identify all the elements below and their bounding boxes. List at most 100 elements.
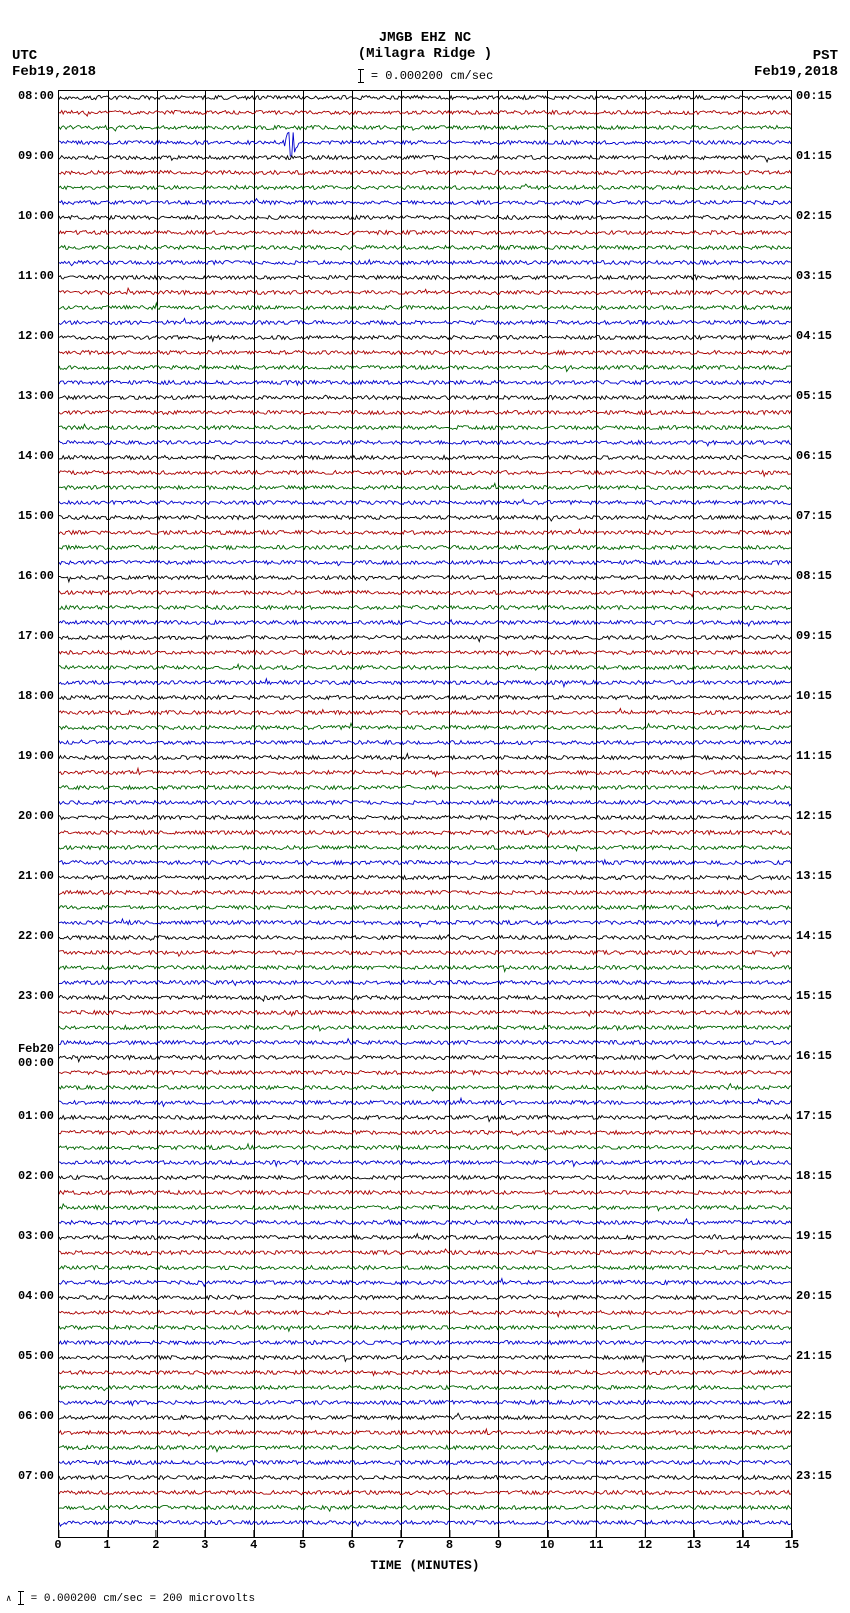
x-tick: 3	[201, 1538, 208, 1552]
utc-time-label: 13:00	[18, 389, 58, 403]
pst-time-label: 07:15	[792, 509, 832, 523]
x-tick: 0	[54, 1538, 61, 1552]
pst-time-label: 14:15	[792, 929, 832, 943]
x-tick: 11	[589, 1538, 603, 1552]
utc-time-label: 03:00	[18, 1229, 58, 1243]
pst-time-label: 13:15	[792, 869, 832, 883]
scale-bar-icon	[20, 1591, 21, 1605]
pst-time-label: 08:15	[792, 569, 832, 583]
footer-scale-text: = 0.000200 cm/sec = 200 microvolts	[31, 1593, 255, 1605]
pst-time-label: 22:15	[792, 1409, 832, 1423]
utc-time-label: 18:00	[18, 689, 58, 703]
pst-time-label: 20:15	[792, 1289, 832, 1303]
pst-time-label: 16:15	[792, 1049, 832, 1063]
x-tick: 15	[785, 1538, 799, 1552]
x-tick: 7	[397, 1538, 404, 1552]
scale-bar-icon	[360, 69, 361, 83]
pst-time-label: 03:15	[792, 269, 832, 283]
pst-time-label: 06:15	[792, 449, 832, 463]
utc-date: Feb19,2018	[12, 64, 96, 80]
header: JMGB EHZ NC (Milagra Ridge ) = 0.000200 …	[0, 30, 850, 84]
plot-wrap: 08:0009:0010:0011:0012:0013:0014:0015:00…	[58, 90, 792, 1538]
footer-tick-icon: ∧	[6, 1594, 10, 1604]
pst-time-label: 17:15	[792, 1109, 832, 1123]
x-tick-label: 15	[785, 1538, 799, 1552]
x-tick-label: 4	[250, 1538, 257, 1552]
pst-time-label: 23:15	[792, 1469, 832, 1483]
x-tick-label: 12	[638, 1538, 652, 1552]
x-tick: 5	[299, 1538, 306, 1552]
pst-time-label: 11:15	[792, 749, 832, 763]
pst-time-label: 00:15	[792, 89, 832, 103]
utc-time-label: 09:00	[18, 149, 58, 163]
utc-time-label: 21:00	[18, 869, 58, 883]
pst-time-label: 04:15	[792, 329, 832, 343]
trace-row	[59, 1522, 791, 1537]
x-tick-label: 3	[201, 1538, 208, 1552]
pst-label: PST	[754, 48, 838, 64]
x-tick: 4	[250, 1538, 257, 1552]
utc-time-label: 20:00	[18, 809, 58, 823]
utc-label: UTC	[12, 48, 96, 64]
x-tick-label: 13	[687, 1538, 701, 1552]
utc-time-label: 14:00	[18, 449, 58, 463]
pst-time-label: 02:15	[792, 209, 832, 223]
seismogram-plot	[58, 90, 792, 1538]
header-scale: = 0.000200 cm/sec	[0, 68, 850, 84]
utc-time-label: 23:00	[18, 989, 58, 1003]
pst-time-label: 18:15	[792, 1169, 832, 1183]
pst-time-label: 05:15	[792, 389, 832, 403]
utc-time-label: 01:00	[18, 1109, 58, 1123]
x-tick: 12	[638, 1538, 652, 1552]
utc-time-label: 22:00	[18, 929, 58, 943]
pst-time-label: 01:15	[792, 149, 832, 163]
utc-time-label: 19:00	[18, 749, 58, 763]
utc-time-label: 12:00	[18, 329, 58, 343]
x-tick-label: 11	[589, 1538, 603, 1552]
footer-scale: ∧ = 0.000200 cm/sec = 200 microvolts	[6, 1591, 255, 1605]
x-tick-label: 10	[540, 1538, 554, 1552]
x-tick-label: 5	[299, 1538, 306, 1552]
utc-time-label: 17:00	[18, 629, 58, 643]
utc-time-label: 04:00	[18, 1289, 58, 1303]
pst-time-label: 12:15	[792, 809, 832, 823]
station-location: (Milagra Ridge )	[0, 46, 850, 62]
x-tick-label: 8	[446, 1538, 453, 1552]
corner-pst: PST Feb19,2018	[754, 48, 838, 80]
x-axis: TIME (MINUTES) 0123456789101112131415	[58, 1538, 792, 1573]
corner-utc: UTC Feb19,2018	[12, 48, 96, 80]
pst-date: Feb19,2018	[754, 64, 838, 80]
x-tick-label: 1	[103, 1538, 110, 1552]
pst-time-label: 21:15	[792, 1349, 832, 1363]
x-axis-label: TIME (MINUTES)	[58, 1558, 792, 1573]
pst-time-label: 10:15	[792, 689, 832, 703]
station-code: JMGB EHZ NC	[0, 30, 850, 46]
x-tick: 2	[152, 1538, 159, 1552]
x-tick-label: 0	[54, 1538, 61, 1552]
x-tick: 9	[495, 1538, 502, 1552]
seismogram-page: JMGB EHZ NC (Milagra Ridge ) = 0.000200 …	[0, 0, 850, 1613]
x-tick: 1	[103, 1538, 110, 1552]
utc-time-label: 07:00	[18, 1469, 58, 1483]
utc-time-label: 06:00	[18, 1409, 58, 1423]
x-tick-label: 14	[736, 1538, 750, 1552]
x-tick: 6	[348, 1538, 355, 1552]
x-tick-label: 9	[495, 1538, 502, 1552]
pst-time-label: 19:15	[792, 1229, 832, 1243]
x-tick: 13	[687, 1538, 701, 1552]
x-tick: 14	[736, 1538, 750, 1552]
utc-time-label: 11:00	[18, 269, 58, 283]
utc-time-label: 16:00	[18, 569, 58, 583]
utc-time-label: 15:00	[18, 509, 58, 523]
x-tick-label: 7	[397, 1538, 404, 1552]
pst-time-label: 09:15	[792, 629, 832, 643]
utc-time-label: 05:00	[18, 1349, 58, 1363]
header-scale-text: = 0.000200 cm/sec	[371, 69, 493, 83]
utc-time-label: 08:00	[18, 89, 58, 103]
utc-time-label: 02:00	[18, 1169, 58, 1183]
x-tick: 8	[446, 1538, 453, 1552]
utc-time-label: 10:00	[18, 209, 58, 223]
pst-time-label: 15:15	[792, 989, 832, 1003]
x-tick-label: 6	[348, 1538, 355, 1552]
utc-time-label: Feb20 00:00	[18, 1042, 58, 1070]
